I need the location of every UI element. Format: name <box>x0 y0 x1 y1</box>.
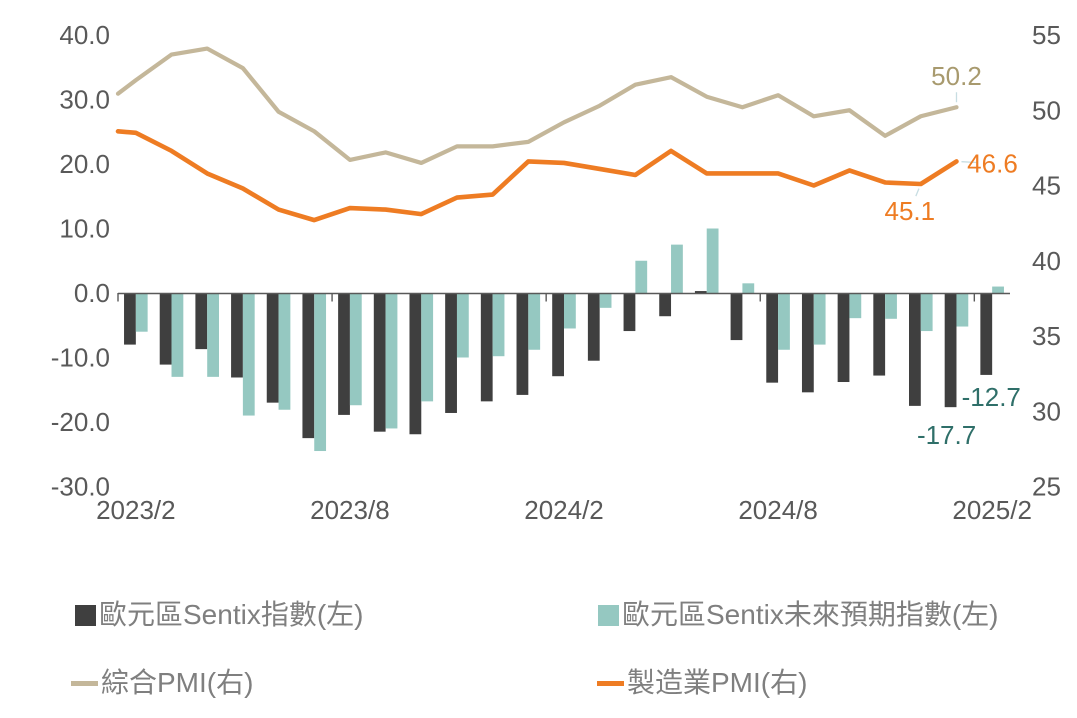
x-axis-label: 2024/8 <box>738 495 818 525</box>
bar-sentix-expectations-2024/4 <box>635 260 648 293</box>
bar-sentix-2023/4 <box>195 293 208 350</box>
legend-label: 歐元區Sentix指數(左) <box>99 599 364 630</box>
bar-sentix-2024/10 <box>837 293 850 383</box>
sentix-expectations-swatch <box>598 604 619 626</box>
bar-sentix-expectations-2023/3 <box>171 293 184 377</box>
sentix-index-swatch <box>75 604 96 626</box>
bar-sentix-expectations-2024/8 <box>778 293 790 350</box>
composite-pmi-line <box>115 46 959 166</box>
manufacturing-pmi-swatch <box>597 680 624 686</box>
bar-sentix-expectations-2024/9 <box>813 293 826 345</box>
bar-sentix-2024/11 <box>873 293 886 376</box>
legend-item-composite-pmi: 綜合PMI(右) <box>71 669 253 697</box>
left-axis-label: 40.0 <box>59 20 110 50</box>
legend-item-sentix-index: 歐元區Sentix指數(左) <box>75 601 363 629</box>
x-axis-label: 2023/8 <box>310 495 390 525</box>
bar-sentix-2024/1 <box>516 293 529 395</box>
composite-pmi-swatch <box>71 680 98 686</box>
bar-sentix-2024/7 <box>730 293 743 341</box>
bar-sentix-2023/10 <box>409 293 422 435</box>
bar-sentix-2023/9 <box>373 293 386 432</box>
bar-sentix-2024/4 <box>623 293 636 332</box>
x-axis-label: 2025/2 <box>952 495 1032 525</box>
bar-sentix-expectations-2023/9 <box>385 293 398 429</box>
bar-sentix-2024/6 <box>694 291 707 293</box>
left-axis-label: 0.0 <box>74 278 110 308</box>
bar-sentix-2023/6 <box>266 293 279 403</box>
bar-sentix-2023/2 <box>124 293 136 345</box>
right-axis-label: 35 <box>1032 321 1061 351</box>
bar-sentix-2024/2 <box>552 293 564 377</box>
bar-sentix-expectations-2024/5 <box>671 244 683 293</box>
bar-sentix-2025/2 <box>980 293 993 375</box>
bar-sentix-2023/3 <box>159 293 172 365</box>
x-axis-label: 2024/2 <box>524 495 604 525</box>
manufacturing-pmi-line <box>115 129 959 223</box>
bar-sentix-expectations-2025/1 <box>956 293 969 327</box>
right-axis-label: 50 <box>1032 95 1061 125</box>
bar-sentix-expectations-2024/2 <box>564 293 576 329</box>
bar-sentix-expectations-2023/4 <box>207 293 219 377</box>
bar-sentix-expectations-2024/6 <box>706 228 719 293</box>
bar-sentix-expectations-2023/2 <box>135 293 148 332</box>
legend-item-sentix-expectations: 歐元區Sentix未來預期指數(左) <box>598 601 998 629</box>
left-axis-label: -30.0 <box>51 472 110 502</box>
legend-label: 歐元區Sentix未來預期指數(左) <box>622 599 999 630</box>
bar-sentix-expectations-2023/5 <box>242 293 255 416</box>
bar-sentix-2024/12 <box>909 293 921 406</box>
right-axis-label: 45 <box>1032 171 1061 201</box>
bar-sentix-2025/1 <box>944 293 957 408</box>
bar-sentix-expectations-2024/11 <box>885 293 897 319</box>
bar-sentix-2023/8 <box>338 293 350 415</box>
data-label: -12.7 <box>962 382 1021 412</box>
bar-sentix-2024/9 <box>801 293 814 393</box>
left-axis-label: 10.0 <box>59 214 110 244</box>
bar-sentix-expectations-2024/7 <box>742 283 755 293</box>
left-axis-label: 20.0 <box>59 149 110 179</box>
left-axis-label: 30.0 <box>59 85 110 115</box>
bar-sentix-expectations-2024/12 <box>920 293 933 332</box>
data-label-leader <box>961 161 977 164</box>
legend-item-manufacturing-pmi: 製造業PMI(右) <box>597 669 807 697</box>
data-label: 50.2 <box>931 61 982 91</box>
bar-sentix-2024/8 <box>766 293 779 383</box>
bar-sentix-expectations-2024/1 <box>528 293 541 350</box>
bar-sentix-expectations-2024/3 <box>599 293 612 308</box>
bar-sentix-expectations-2023/11 <box>456 293 469 358</box>
data-label-leader <box>915 188 920 197</box>
x-axis-label: 2023/2 <box>96 495 176 525</box>
right-axis-label: 55 <box>1032 20 1061 50</box>
right-axis-label: 25 <box>1032 472 1061 502</box>
right-axis-label: 30 <box>1032 396 1061 426</box>
bar-sentix-2023/7 <box>302 293 315 439</box>
bar-sentix-2023/5 <box>231 293 243 378</box>
left-axis-label: -10.0 <box>51 343 110 373</box>
bar-sentix-expectations-2023/12 <box>492 293 505 357</box>
data-label: 45.1 <box>884 196 935 226</box>
right-axis-label: 40 <box>1032 246 1061 276</box>
combo-chart: 40.0 30.0 20.0 10.0 0.0 -10.0 -20.0 -30.0 55 50 45… <box>51 20 1061 525</box>
data-label: 46.6 <box>967 148 1018 178</box>
bar-sentix-expectations-2023/6 <box>278 293 291 410</box>
bar-sentix-expectations-2023/7 <box>314 293 327 452</box>
data-label: -17.7 <box>917 420 976 450</box>
bar-sentix-expectations-2023/10 <box>421 293 434 402</box>
legend-label: 製造業PMI(右) <box>627 667 808 698</box>
bar-sentix-2023/11 <box>445 293 457 413</box>
bar-sentix-expectations-2025/2 <box>992 286 1004 293</box>
bar-sentix-expectations-2024/10 <box>849 293 862 319</box>
legend-label: 綜合PMI(右) <box>101 667 254 698</box>
left-axis-label: -20.0 <box>51 407 110 437</box>
bar-sentix-2024/5 <box>659 293 672 317</box>
bar-sentix-2023/12 <box>480 293 493 402</box>
bar-sentix-expectations-2023/8 <box>349 293 362 406</box>
bar-sentix-2024/3 <box>587 293 600 361</box>
